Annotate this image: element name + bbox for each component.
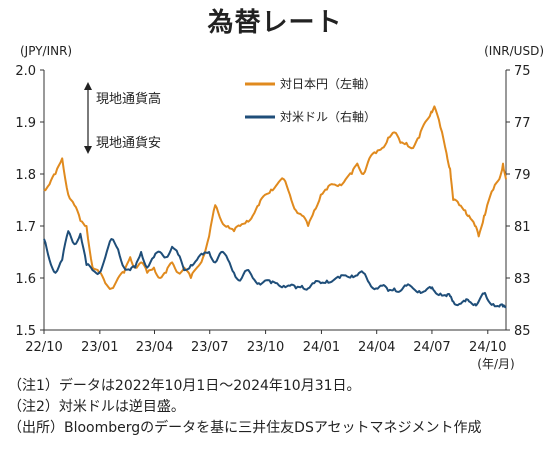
left-tick-label: 2.0 [15, 64, 36, 79]
right-tick-label: 83 [514, 272, 531, 287]
right-axis-unit: (INR/USD) [484, 44, 544, 58]
left-axis-unit: (JPY/INR) [20, 44, 73, 58]
note-1: （注1）データは2022年10月1日～2024年10月31日。 [8, 378, 361, 394]
x-tick-label: 24/01 [303, 340, 340, 355]
legend-label: 対米ドル（右軸） [280, 109, 376, 124]
left-tick-label: 1.5 [15, 324, 36, 339]
note-2: （注2）対米ドルは逆目盛。 [8, 399, 185, 415]
left-tick-label: 1.7 [15, 220, 36, 235]
footnotes: （注1）データは2022年10月1日～2024年10月31日。 （注2）対米ドル… [8, 376, 482, 439]
x-tick-label: 23/07 [191, 340, 228, 355]
x-axis-unit: (年/月) [477, 357, 514, 371]
arrow-down-head [84, 146, 92, 154]
note-source: （出所）Bloombergのデータを基に三井住友DSアセットマネジメント作成 [8, 420, 482, 436]
left-tick-label: 1.6 [15, 272, 36, 287]
legend-label: 対日本円（左軸） [280, 76, 376, 91]
fx-line-chart: 2.0 1.9 1.8 1.7 1.6 1.5 75 77 79 81 83 85 22/10 23/01… [15, 64, 531, 371]
annotation-up: 現地通貨高 [96, 91, 161, 107]
x-tick-label: 23/01 [81, 340, 118, 355]
right-tick-label: 79 [514, 168, 531, 183]
left-tick-label: 1.8 [15, 168, 36, 183]
x-tick-label: 24/07 [413, 340, 450, 355]
x-tick-label: 24/04 [358, 340, 395, 355]
right-tick-label: 77 [514, 116, 531, 131]
chart-title: 為替レート [207, 8, 343, 38]
series-line-usd [43, 230, 507, 309]
x-tick-label: 23/04 [136, 340, 173, 355]
series-line-jpy [43, 105, 507, 290]
arrow-up-head [84, 82, 92, 90]
x-tick-label: 22/10 [25, 340, 62, 355]
x-tick-label: 24/10 [469, 340, 506, 355]
right-tick-label: 85 [514, 324, 531, 339]
x-tick-label: 23/10 [247, 340, 284, 355]
right-tick-label: 81 [514, 220, 531, 235]
left-tick-label: 1.9 [15, 116, 36, 131]
right-tick-label: 75 [514, 64, 531, 79]
annotation-down: 現地通貨安 [96, 135, 161, 151]
